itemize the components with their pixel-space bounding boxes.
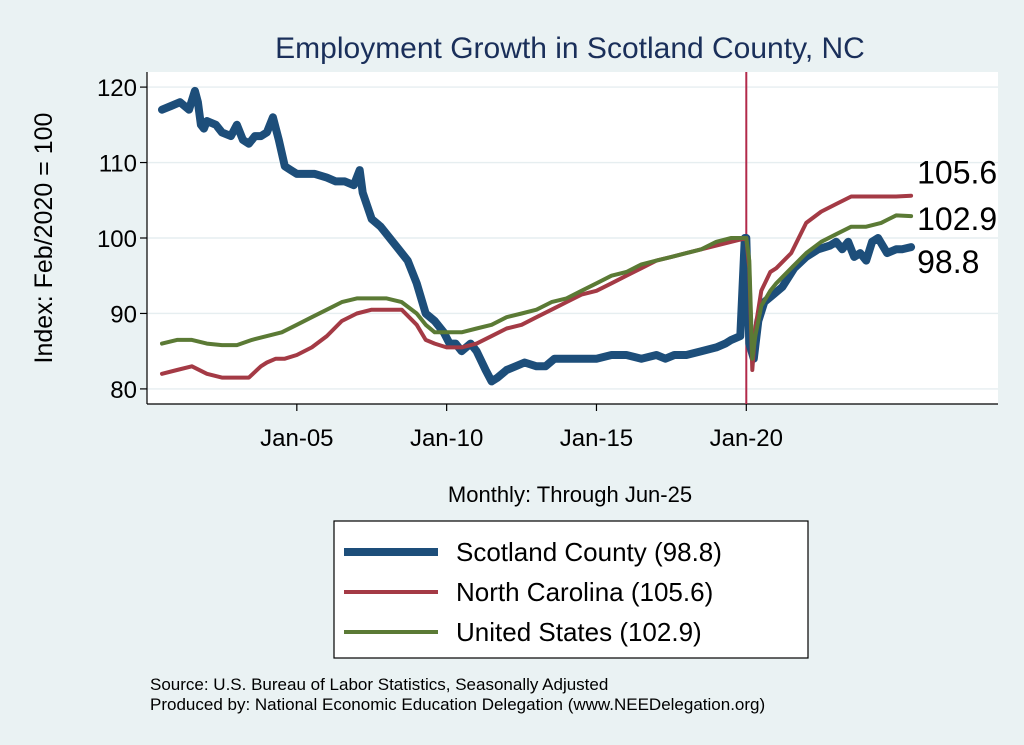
producer-note: Produced by: National Economic Education… xyxy=(150,695,765,714)
end-labels: 98.8 105.6 102.9 xyxy=(917,155,997,280)
x-tick-label: Jan-15 xyxy=(560,425,633,452)
y-tick-label: 90 xyxy=(110,301,137,328)
gridlines xyxy=(147,86,998,390)
end-label: 105.6 xyxy=(917,155,997,191)
x-axis-title: Monthly: Through Jun-25 xyxy=(448,482,692,507)
y-tick-label: 80 xyxy=(110,377,137,404)
legend-label: United States (102.9) xyxy=(456,617,702,647)
y-axis-title: Index: Feb/2020 = 100 xyxy=(30,113,58,364)
x-tick-label: Jan-05 xyxy=(260,425,333,452)
x-tick-label: Jan-10 xyxy=(410,425,483,452)
end-label: 102.9 xyxy=(917,201,997,237)
series-line-0 xyxy=(158,86,916,386)
legend: Scotland County (98.8) North Carolina (10… xyxy=(344,537,722,647)
series-line-1 xyxy=(160,193,914,380)
y-tick-label: 110 xyxy=(99,151,137,178)
y-tick-label: 100 xyxy=(97,226,137,253)
series-line-2 xyxy=(160,213,914,361)
x-tick-label: Jan-20 xyxy=(710,425,783,452)
y-tick-label: 120 xyxy=(97,75,137,102)
chart-title: Employment Growth in Scotland County, NC xyxy=(275,32,865,65)
legend-label: Scotland County (98.8) xyxy=(456,537,722,567)
legend-box xyxy=(333,520,809,659)
end-label: 98.8 xyxy=(917,244,979,280)
y-axis-ticks: 80 90 100 110 120 xyxy=(97,75,147,404)
source-note: Source: U.S. Bureau of Labor Statistics,… xyxy=(150,675,608,694)
x-axis-ticks: Jan-05 Jan-10 Jan-15 Jan-20 xyxy=(260,404,783,452)
series-lines xyxy=(158,86,916,386)
legend-label: North Carolina (105.6) xyxy=(456,577,713,607)
